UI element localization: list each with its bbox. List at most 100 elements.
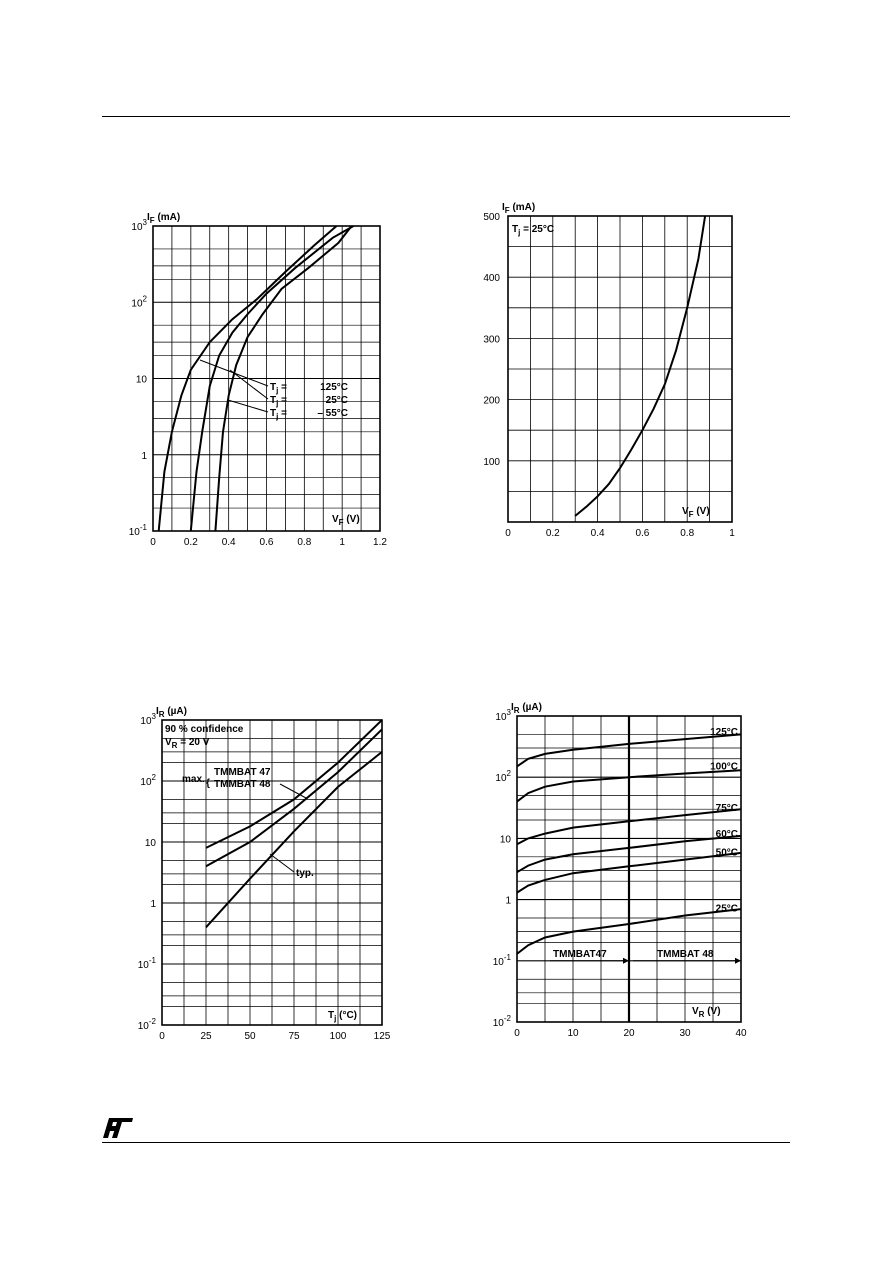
y-tick-label: 10-2 bbox=[138, 1017, 157, 1032]
series-line-2 bbox=[205, 728, 383, 868]
max-brace: { bbox=[206, 778, 210, 789]
x-tick-label: 0.4 bbox=[222, 537, 236, 548]
y-tick-label: 10-1 bbox=[129, 523, 148, 538]
y-tick-label: 1 bbox=[505, 896, 511, 907]
legend-value: 25°C bbox=[326, 395, 348, 406]
chart-forward-current-linear: 0 0.2 0.4 0.6 0.8 1 500 400 300 200 100 IF (mA) VF (… bbox=[483, 202, 735, 539]
x-tick-label: 10 bbox=[567, 1028, 579, 1039]
x-tick-label: 0.8 bbox=[297, 537, 311, 548]
y-tick-label: 10 bbox=[136, 375, 148, 386]
y-tick-label: 500 bbox=[483, 212, 500, 223]
series-line-1 bbox=[574, 215, 707, 517]
temperature-annotation: Tj = 25°C bbox=[512, 224, 554, 237]
y-tick-label: 400 bbox=[483, 273, 500, 284]
max-leader-line bbox=[279, 783, 307, 799]
x-tick-label: 75 bbox=[288, 1031, 300, 1042]
x-tick-label: 20 bbox=[623, 1028, 635, 1039]
legend-label: Tj = bbox=[270, 395, 287, 408]
y-tick-label: 103 bbox=[495, 708, 511, 723]
y-tick-label: 102 bbox=[140, 773, 156, 788]
legend-label: Tj = bbox=[270, 382, 287, 395]
voltage-note: VR = 20 V bbox=[165, 737, 210, 750]
legend-leader-line bbox=[227, 399, 269, 413]
series-label-3: 75°C bbox=[716, 803, 738, 814]
y-tick-label: 103 bbox=[140, 712, 156, 727]
series-line-1 bbox=[516, 733, 742, 768]
x-axis-label: Tj (°C) bbox=[328, 1010, 357, 1023]
x-tick-label: 100 bbox=[330, 1031, 347, 1042]
legend-value: 125°C bbox=[320, 382, 348, 393]
device-name-48: TMMBAT 48 bbox=[214, 779, 271, 790]
series-line-2 bbox=[189, 225, 354, 532]
x-tick-label: 125 bbox=[374, 1031, 391, 1042]
y-tick-label: 103 bbox=[131, 218, 147, 233]
header-rule bbox=[102, 116, 790, 117]
series-label-6: 25°C bbox=[716, 903, 738, 914]
x-tick-label: 0 bbox=[505, 528, 511, 539]
marker-arrowhead-48 bbox=[735, 957, 741, 964]
x-tick-label: 40 bbox=[735, 1028, 747, 1039]
y-tick-label: 102 bbox=[131, 294, 147, 309]
y-axis-label: IR (µA) bbox=[511, 702, 542, 715]
x-tick-label: 30 bbox=[679, 1028, 691, 1039]
footer-rule bbox=[102, 1142, 790, 1143]
series-label-1: 125°C bbox=[710, 727, 738, 738]
y-axis-label: IF (mA) bbox=[147, 212, 180, 225]
x-tick-label: 0.2 bbox=[184, 537, 198, 548]
y-tick-label: 10 bbox=[145, 838, 157, 849]
series-line-4 bbox=[516, 834, 742, 874]
x-axis-label: VR (V) bbox=[692, 1006, 721, 1019]
series-label-4: 60°C bbox=[716, 829, 738, 840]
typ-label: typ. bbox=[296, 868, 314, 879]
series-line-3 bbox=[516, 808, 742, 846]
x-axis-label: VF (V) bbox=[332, 514, 360, 527]
series-line-6 bbox=[516, 908, 742, 955]
x-tick-label: 1.2 bbox=[373, 537, 387, 548]
confidence-note: 90 % confidence bbox=[165, 724, 244, 735]
series-line-5 bbox=[516, 851, 742, 894]
x-tick-label: 0 bbox=[514, 1028, 520, 1039]
st-logo: ST bbox=[103, 1118, 133, 1138]
x-tick-label: 0.2 bbox=[546, 528, 560, 539]
max-label: max. bbox=[182, 774, 205, 785]
series-line-1 bbox=[205, 719, 383, 849]
x-tick-label: 25 bbox=[200, 1031, 212, 1042]
y-tick-label: 1 bbox=[141, 451, 147, 462]
x-tick-label: 0.6 bbox=[260, 537, 274, 548]
x-axis-label: VF (V) bbox=[682, 506, 710, 519]
x-tick-label: 1 bbox=[729, 528, 735, 539]
marker-arrowhead-47 bbox=[623, 957, 629, 964]
y-tick-label: 10-1 bbox=[138, 956, 157, 971]
y-tick-label: 300 bbox=[483, 334, 500, 345]
x-tick-label: 0.6 bbox=[635, 528, 649, 539]
y-tick-label: 100 bbox=[483, 457, 500, 468]
x-tick-label: 1 bbox=[339, 537, 345, 548]
series-label-5: 50°C bbox=[716, 848, 738, 859]
y-tick-label: 102 bbox=[495, 769, 511, 784]
series-line-2 bbox=[516, 769, 742, 803]
typ-leader-line bbox=[269, 853, 295, 873]
y-tick-label: 10-1 bbox=[493, 953, 512, 968]
x-tick-label: 50 bbox=[244, 1031, 256, 1042]
series-line-3 bbox=[205, 751, 383, 928]
series-line-3 bbox=[214, 225, 353, 532]
legend-value: – 55°C bbox=[317, 408, 348, 419]
marker-label-47: TMMBAT47 bbox=[553, 949, 607, 960]
y-tick-label: 10 bbox=[500, 834, 512, 845]
series-label-2: 100°C bbox=[710, 761, 738, 772]
legend-label: Tj = bbox=[270, 408, 287, 421]
x-tick-label: 0 bbox=[150, 537, 156, 548]
y-tick-label: 1 bbox=[150, 899, 156, 910]
x-tick-label: 0.4 bbox=[591, 528, 605, 539]
y-axis-label: IF (mA) bbox=[502, 202, 535, 215]
legend-leader-line bbox=[229, 369, 269, 400]
y-tick-label: 10-2 bbox=[493, 1014, 512, 1029]
x-tick-label: 0 bbox=[159, 1031, 165, 1042]
x-tick-label: 0.8 bbox=[680, 528, 694, 539]
y-axis-label: IR (µA) bbox=[156, 706, 187, 719]
marker-label-48: TMMBAT 48 bbox=[657, 949, 714, 960]
series-line-1 bbox=[157, 225, 338, 532]
